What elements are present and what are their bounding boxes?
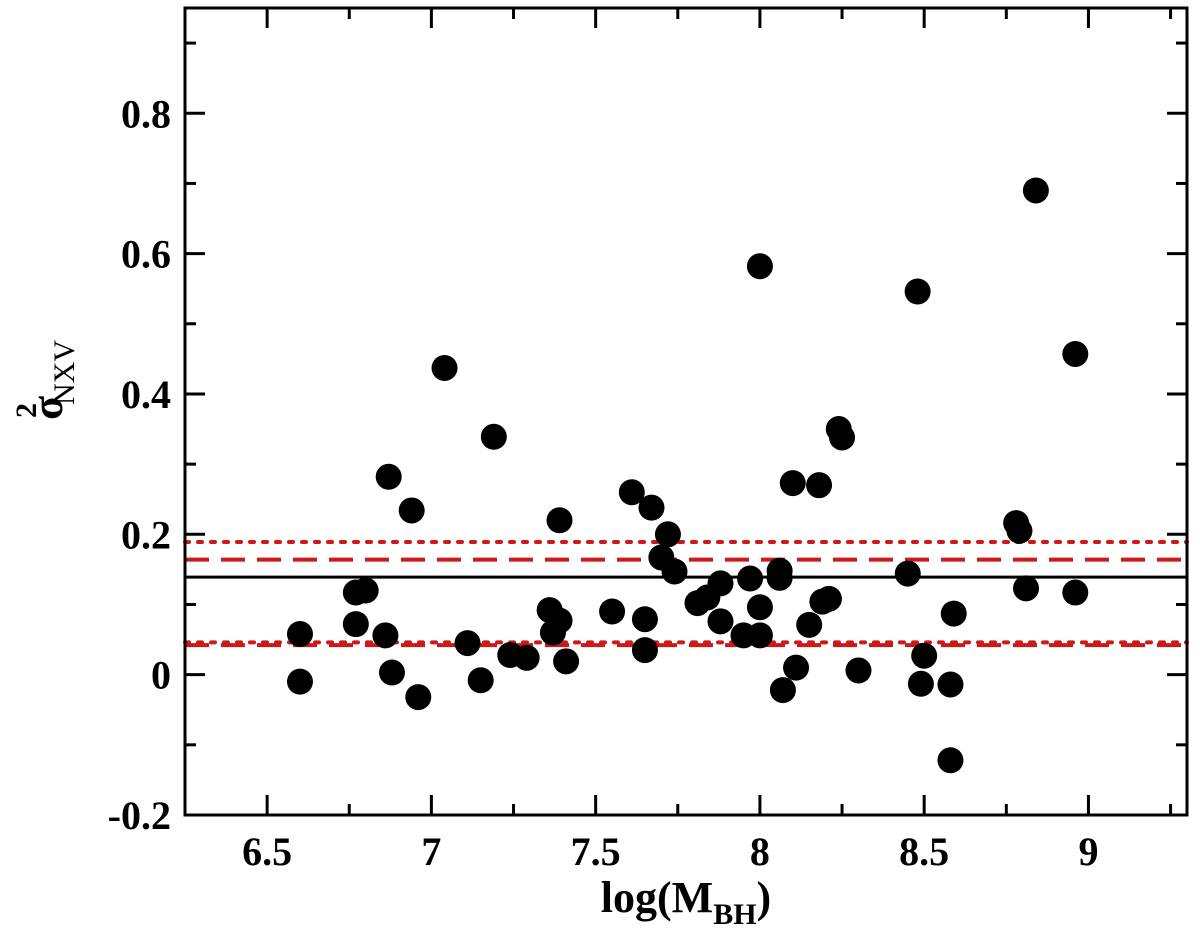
data-point [546, 607, 573, 634]
y-tick-label: 0.6 [121, 232, 171, 277]
x-tick-label: 6.5 [242, 829, 292, 874]
y-tick-label: 0 [151, 653, 171, 698]
data-point [513, 644, 540, 671]
data-point [1062, 579, 1089, 606]
data-point [911, 642, 938, 669]
x-axis-title: log(MBH) [601, 873, 771, 931]
data-point [1006, 517, 1033, 544]
data-point [638, 494, 665, 521]
data-point [796, 611, 823, 638]
data-points [286, 177, 1089, 774]
data-point [907, 670, 934, 697]
y-tick-label: 0.4 [121, 372, 171, 417]
x-axis-title-close: ) [757, 873, 772, 922]
plot-frame [183, 6, 1189, 817]
y-tick-label: 0.8 [121, 91, 171, 136]
data-point [378, 659, 405, 686]
data-point [940, 600, 967, 627]
data-point [661, 558, 688, 585]
data-point [815, 585, 842, 612]
data-point [707, 570, 734, 597]
y-axis-title-sup: 2 [10, 403, 43, 418]
data-point [746, 594, 773, 621]
data-point [894, 560, 921, 587]
data-point [769, 677, 796, 704]
data-point [631, 637, 658, 664]
data-point [845, 657, 872, 684]
y-axis-title-sub: NXV [48, 340, 81, 405]
data-point [431, 354, 458, 381]
data-point [783, 654, 810, 681]
data-point [746, 253, 773, 280]
data-point [806, 472, 833, 499]
data-point [454, 630, 481, 657]
data-point [1022, 177, 1049, 204]
data-point [737, 565, 764, 592]
data-point [405, 684, 432, 711]
data-point [937, 747, 964, 774]
x-tick-label: 7.5 [571, 829, 621, 874]
x-axis-title-main: log(M [601, 873, 713, 922]
data-point [553, 648, 580, 675]
data-point [286, 668, 313, 695]
x-tick-label: 8.5 [899, 829, 949, 874]
data-point [352, 577, 379, 604]
data-point [937, 671, 964, 698]
data-point [1013, 575, 1040, 602]
data-point [654, 521, 681, 548]
svg-text:σ2NXV: σ2 NXV [10, 340, 81, 420]
data-point [766, 564, 793, 591]
x-axis-title-sub: BH [713, 898, 756, 931]
x-tick-label: 8 [750, 829, 770, 874]
x-tick-label: 9 [1078, 829, 1098, 874]
data-point [707, 608, 734, 635]
data-point [398, 497, 425, 524]
data-point [372, 622, 399, 649]
data-point [779, 470, 806, 497]
axis-tick-labels: 6.5 7 7.5 8 8.5 9 -0.2 0 0.2 0.4 0.6 0.8 [108, 91, 1099, 874]
data-point [375, 463, 402, 490]
y-axis-title-symbol: σ [23, 396, 72, 420]
data-point [286, 620, 313, 647]
data-point [1062, 340, 1089, 367]
data-point [631, 606, 658, 633]
data-point [904, 278, 931, 305]
data-point [829, 424, 856, 451]
data-point [467, 667, 494, 694]
x-tick-label: 7 [421, 829, 441, 874]
data-point [546, 507, 573, 534]
y-tick-label: -0.2 [108, 793, 171, 838]
data-point [342, 611, 369, 638]
y-axis-title: σ2 NXV [10, 340, 81, 420]
axis-ticks [183, 8, 1187, 817]
data-point [746, 622, 773, 649]
data-point [480, 423, 507, 450]
data-point [618, 479, 645, 506]
data-point [599, 598, 626, 625]
y-tick-label: 0.2 [121, 512, 171, 557]
